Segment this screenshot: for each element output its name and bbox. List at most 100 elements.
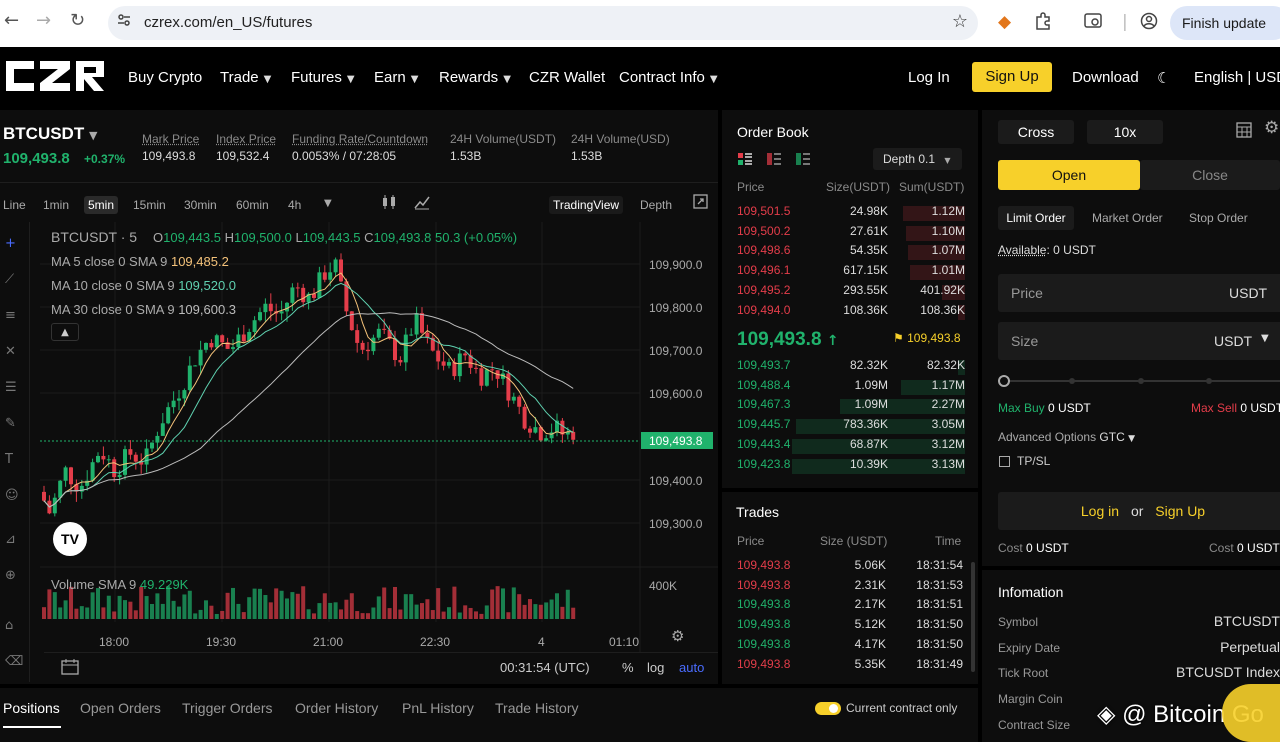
nav-czr-wallet[interactable]: CZR Wallet: [529, 69, 605, 86]
nav-earn[interactable]: Earn ▼: [374, 69, 418, 86]
tab-positions[interactable]: Positions: [3, 700, 60, 716]
nav-futures[interactable]: Futures ▼: [291, 69, 355, 86]
login-link[interactable]: Log In: [908, 69, 950, 86]
emoji-icon[interactable]: ☺: [5, 488, 23, 502]
zoom-icon[interactable]: ⊕: [5, 568, 23, 582]
auto-toggle[interactable]: auto: [679, 660, 704, 675]
crosshair-icon[interactable]: +: [5, 236, 23, 250]
depth-tab[interactable]: Depth: [636, 196, 676, 214]
tab-trade-history[interactable]: Trade History: [495, 700, 579, 716]
current-contract-toggle[interactable]: [815, 702, 841, 715]
tab-order-history[interactable]: Order History: [295, 700, 378, 716]
stop-order-tab[interactable]: Stop Order: [1189, 211, 1248, 225]
order-book-row[interactable]: 109,500.2 27.61K 1.10M: [737, 224, 965, 242]
tf-line[interactable]: Line: [0, 196, 30, 214]
both-sides-view-icon[interactable]: [738, 152, 752, 170]
ruler-icon[interactable]: ⊿: [5, 532, 23, 546]
collapse-legend-button[interactable]: ▲: [51, 323, 79, 341]
trend-line-icon[interactable]: ⟋: [5, 272, 23, 286]
theme-toggle-moon-icon[interactable]: ☾: [1157, 69, 1170, 87]
back-icon[interactable]: ←: [4, 10, 19, 31]
signup-button[interactable]: Sign Up: [972, 62, 1052, 92]
extensions-icon[interactable]: [1034, 12, 1052, 35]
order-book-row[interactable]: 109,495.2 293.55K 401.92K: [737, 283, 965, 301]
depth-selector[interactable]: Depth 0.1 ▼: [873, 148, 962, 170]
tf-15min[interactable]: 15min: [129, 196, 170, 214]
leverage-button[interactable]: 10x: [1087, 120, 1163, 144]
limit-order-tab[interactable]: Limit Order: [998, 206, 1074, 230]
order-book-row[interactable]: 109,445.7 783.36K 3.05M: [737, 417, 965, 435]
nav-buy-crypto[interactable]: Buy Crypto: [128, 69, 202, 86]
nav-contract-info[interactable]: Contract Info ▼: [619, 69, 718, 86]
order-book-row[interactable]: 109,493.7 82.32K 82.32K: [737, 358, 965, 376]
site-info-icon[interactable]: [116, 12, 132, 32]
trades-scrollbar[interactable]: [971, 562, 975, 672]
price-input[interactable]: Price USDT: [998, 274, 1280, 312]
open-tab[interactable]: Open: [998, 160, 1140, 190]
size-input[interactable]: Size USDT ▼: [998, 322, 1280, 360]
metamask-extension-icon[interactable]: ◆: [998, 12, 1011, 32]
profile-icon[interactable]: [1140, 12, 1158, 35]
order-book-row[interactable]: 109,467.3 1.09M 2.27M: [737, 397, 965, 415]
candle-type-icon[interactable]: [381, 194, 397, 215]
tf-60min[interactable]: 60min: [232, 196, 273, 214]
bids-only-view-icon[interactable]: [796, 152, 810, 170]
order-book-row[interactable]: 109,488.4 1.09M 1.17M: [737, 378, 965, 396]
brush-icon[interactable]: ✎: [5, 416, 23, 430]
order-book-row[interactable]: 109,494.0 108.36K 108.36K: [737, 303, 965, 321]
order-book-row[interactable]: 109,443.4 68.87K 3.12M: [737, 437, 965, 455]
tradingview-tab[interactable]: TradingView: [549, 196, 623, 214]
tab-search-icon[interactable]: [1084, 12, 1104, 35]
forward-icon[interactable]: →: [36, 10, 51, 31]
symbol-selector[interactable]: BTCUSDT ▼: [3, 124, 97, 144]
horizontal-lines-icon[interactable]: ≡: [5, 308, 23, 322]
ohlc-legend: O109,443.5 H109,500.0 L109,443.5 C109,49…: [153, 230, 517, 245]
text-icon[interactable]: T: [5, 452, 23, 466]
tradingview-logo[interactable]: TV: [53, 522, 87, 556]
unit-dropdown-chevron-icon[interactable]: ▼: [1261, 333, 1269, 344]
nav-rewards[interactable]: Rewards ▼: [439, 69, 511, 86]
fib-icon[interactable]: ☰: [5, 380, 23, 394]
order-book-row[interactable]: 109,423.8 10.39K 3.13M: [737, 457, 965, 475]
settings-gear-icon[interactable]: ⚙: [1264, 118, 1279, 138]
nav-trade[interactable]: Trade ▼: [220, 69, 271, 86]
tf-1min[interactable]: 1min: [39, 196, 73, 214]
login-link[interactable]: Log in: [1081, 503, 1119, 519]
market-order-tab[interactable]: Market Order: [1092, 211, 1163, 225]
tab-open-orders[interactable]: Open Orders: [80, 700, 161, 716]
address-bar[interactable]: czrex.com/en_US/futures ☆: [108, 6, 978, 40]
language-selector[interactable]: English | USD: [1194, 69, 1280, 86]
order-book-row[interactable]: 109,501.5 24.98K 1.12M: [737, 204, 965, 222]
chart-settings-gear-icon[interactable]: ⚙: [671, 627, 684, 645]
order-book-row[interactable]: 109,498.6 54.35K 1.07M: [737, 243, 965, 261]
bookmark-star-icon[interactable]: ☆: [952, 11, 968, 32]
tf-30min[interactable]: 30min: [180, 196, 221, 214]
chat-support-bubble[interactable]: [1222, 684, 1280, 742]
tf-5min[interactable]: 5min: [84, 196, 118, 214]
tab-trigger-orders[interactable]: Trigger Orders: [182, 700, 273, 716]
lock-icon[interactable]: ⌂: [5, 618, 23, 632]
more-timeframes-icon[interactable]: ▼: [320, 196, 336, 211]
tpsl-checkbox[interactable]: [999, 456, 1010, 467]
czr-logo[interactable]: [6, 61, 106, 91]
calculator-icon[interactable]: [1236, 122, 1252, 143]
log-toggle[interactable]: log: [647, 660, 664, 675]
asks-only-view-icon[interactable]: [767, 152, 781, 170]
finish-update-button[interactable]: Finish update: [1170, 6, 1280, 40]
percent-toggle[interactable]: %: [622, 660, 634, 675]
indicators-icon[interactable]: [414, 194, 430, 215]
tf-4h[interactable]: 4h: [284, 196, 305, 214]
eraser-icon[interactable]: ⌫: [5, 654, 23, 668]
download-link[interactable]: Download: [1072, 69, 1139, 86]
order-book-row[interactable]: 109,496.1 617.15K 1.01M: [737, 263, 965, 281]
fullscreen-icon[interactable]: [693, 194, 708, 214]
margin-mode-button[interactable]: Cross: [998, 120, 1074, 144]
close-tab[interactable]: Close: [1140, 160, 1280, 190]
reload-icon[interactable]: ↻: [70, 10, 85, 31]
size-slider-handle[interactable]: [998, 375, 1010, 387]
tab-pnl-history[interactable]: PnL History: [402, 700, 474, 716]
signup-link[interactable]: Sign Up: [1155, 503, 1205, 519]
date-range-icon[interactable]: [60, 657, 80, 682]
advanced-options[interactable]: Advanced Options GTC ▼: [998, 430, 1135, 444]
pattern-icon[interactable]: ✕: [5, 344, 23, 358]
